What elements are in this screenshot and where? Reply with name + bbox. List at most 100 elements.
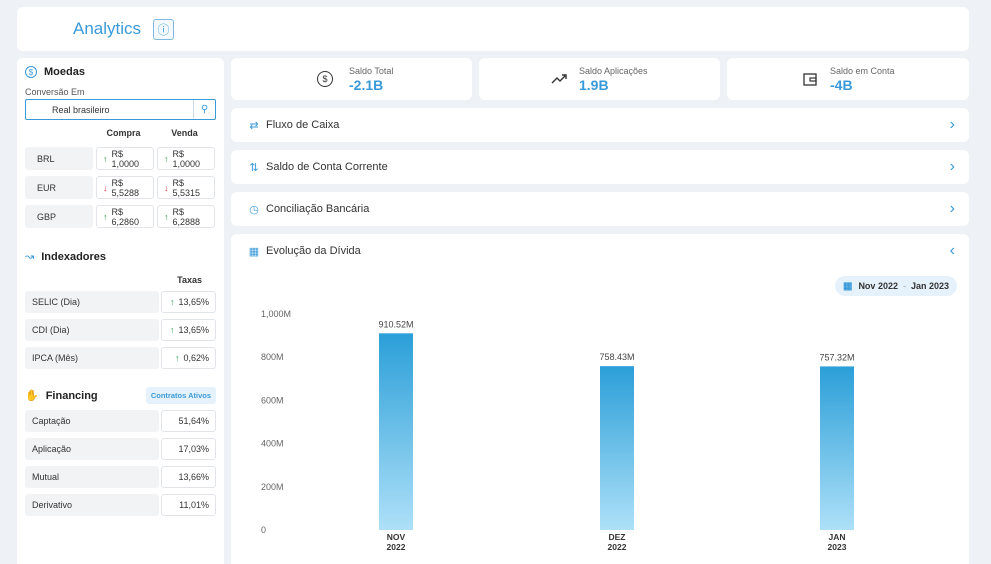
arrow-up-icon: ↑ [169,297,175,307]
kpi-saldo-total: $ Saldo Total -2.1B [231,58,472,100]
indexador-name: CDI (Dia) [25,319,159,341]
arrow-up-icon: ↑ [164,153,169,164]
financing-row: Derivativo 11,01% [25,494,216,516]
bar[interactable] [600,366,634,530]
indexadores-section-title: ↝ Indexadores [25,250,216,264]
indexador-value-cell: ↑ 13,65% [161,291,216,313]
compra-value: R$ 5,5288 [111,177,140,198]
currency-row: GBP ↑ R$ 6,2860 ↑ R$ 6,2888 [25,205,216,228]
accordion-saldo-conta-corrente[interactable]: ⇅ Saldo de Conta Corrente › [231,150,969,184]
col-venda: Venda [171,128,198,138]
kpi-label: Saldo em Conta [830,65,895,76]
x-tick-label: 2023 [828,542,847,552]
info-icon[interactable]: ⓘ [153,18,175,40]
y-tick-label: 600M [261,395,284,405]
kpi-saldo-aplicacoes: Saldo Aplicações 1.9B [479,58,720,100]
currency-row: EUR ↓ R$ 5,5288 ↓ R$ 5,5315 [25,176,216,199]
indexador-value: 0,62% [183,353,209,363]
reconcile-icon: ◷ [249,203,259,216]
col-taxas-label: Taxas [177,275,202,285]
financing-section-title: ✋ Financing Contratos Ativos [25,387,216,404]
calendar-icon: ▦ [842,280,853,292]
venda-cell: ↑ R$ 6,2888 [157,205,215,228]
kpi-label: Saldo Aplicações [579,65,648,76]
venda-value: R$ 6,2888 [172,206,201,227]
indexador-value-cell: ↑ 13,65% [161,319,216,341]
analytics-header: Analytics ⓘ [17,7,969,51]
indexador-value-cell: ↑ 0,62% [161,347,216,369]
search-icon[interactable]: ⚲ [193,100,215,119]
x-tick-label: 2022 [387,542,406,552]
presentation-chart-icon: ▦ [248,245,260,258]
kpi-value: 1.9B [579,76,609,93]
kpi-value: -4B [830,76,853,93]
moedas-title: Moedas [44,66,85,78]
bar-value-label: 910.52M [378,319,413,329]
venda-cell: ↓ R$ 5,5315 [157,176,215,199]
chevron-right-icon[interactable]: › [949,116,955,133]
chevron-left-icon[interactable]: ‹ [949,242,955,259]
arrow-up-icon: ↑ [164,211,169,222]
arrow-up-icon: ↑ [103,153,108,164]
financing-row: Mutual 13,66% [25,466,216,488]
accordion-fluxo-de-caixa[interactable]: ⇄ Fluxo de Caixa › [231,108,969,142]
arrow-up-icon: ↑ [103,211,108,222]
indexador-value: 13,65% [178,297,209,307]
transfer-icon: ⇅ [249,161,259,174]
evolucao-header[interactable]: ▦ Evolução da Dívida ‹ [231,234,969,268]
conversion-select[interactable]: Real brasileiro ⚲ [25,99,216,120]
dollar-circle-icon: $ [317,71,333,87]
bar-value-label: 757.32M [819,352,854,362]
currency-code: GBP [25,205,93,228]
financing-name: Aplicação [25,438,159,460]
accordion-conciliacao-bancaria[interactable]: ◷ Conciliação Bancária › [231,192,969,226]
kpi-label: Saldo Total [349,65,394,76]
financing-value: 11,01% [161,494,216,516]
wallet-icon [802,71,818,87]
arrow-up-icon: ↑ [174,353,180,363]
compra-cell: ↑ R$ 6,2860 [96,205,154,228]
x-tick-label: NOV [387,532,406,542]
arrow-up-icon: ↑ [169,325,175,335]
date-to: Jan 2023 [910,281,949,291]
indexador-name: IPCA (Mês) [25,347,159,369]
chevron-right-icon[interactable]: › [949,158,955,175]
accordion-label: Saldo de Conta Corrente [266,161,388,173]
evolucao-title: Evolução da Dívida [266,245,361,257]
page-title: Analytics [73,19,142,38]
currency-code: BRL [25,147,93,170]
financing-name: Mutual [25,466,159,488]
kpi-value: -2.1B [349,76,384,93]
accordion-label: Conciliação Bancária [266,203,370,215]
x-tick-label: JAN [828,532,845,542]
y-tick-label: 200M [261,482,284,492]
moedas-section-title: $ Moedas [25,66,216,78]
line-chart-icon: ↝ [25,251,35,263]
cash-flow-icon: ⇄ [249,119,259,132]
financing-name: Captação [25,410,159,432]
evolucao-divida-panel: ▦ Evolução da Dívida ‹ ▦ Nov 2022 - Jan … [231,234,969,564]
compra-value: R$ 6,2860 [111,206,140,227]
y-tick-label: 400M [261,439,284,449]
date-range-picker[interactable]: ▦ Nov 2022 - Jan 2023 [834,276,957,296]
y-tick-label: 0 [261,525,266,535]
kpi-saldo-em-conta: Saldo em Conta -4B [727,58,969,100]
contratos-ativos-badge[interactable]: Contratos Ativos [145,387,216,404]
trending-up-icon [551,71,567,87]
compra-cell: ↓ R$ 5,5288 [96,176,154,199]
x-tick-label: 2022 [608,542,627,552]
conversion-value[interactable]: Real brasileiro [52,104,110,115]
bar[interactable] [820,366,854,530]
financing-title: Financing [45,389,98,402]
date-separator: - [902,281,906,291]
financing-value: 13,66% [161,466,216,488]
chevron-right-icon[interactable]: › [949,200,955,217]
bar[interactable] [379,333,413,530]
col-taxas: Taxas [25,275,216,285]
arrow-down-icon: ↓ [164,182,169,193]
financing-name: Derivativo [25,494,159,516]
financing-value: 51,64% [161,410,216,432]
moedas-col-header: Compra Venda [25,128,216,141]
y-tick-label: 800M [261,352,284,362]
date-from: Nov 2022 [858,281,898,291]
